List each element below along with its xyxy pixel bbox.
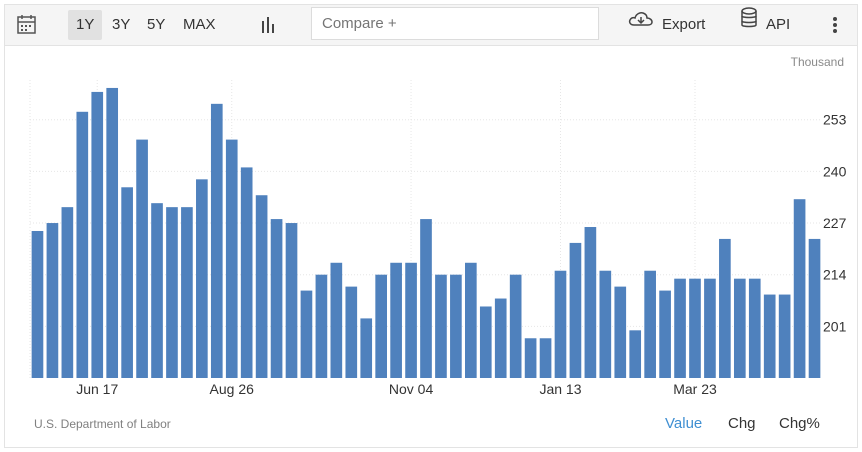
api-button[interactable]: API (740, 5, 790, 45)
range-max-button[interactable]: MAX (183, 16, 216, 33)
bar[interactable] (46, 223, 59, 378)
bar[interactable] (285, 223, 298, 378)
bar[interactable] (61, 207, 74, 378)
bar[interactable] (763, 294, 776, 378)
chart-bars (31, 87, 821, 379)
cloud-download-icon (628, 5, 654, 45)
bar[interactable] (31, 230, 44, 378)
bar[interactable] (420, 219, 432, 378)
x-axis-labels: Jun 17 Aug 26 Nov 04 Jan 13 Mar 23 (76, 381, 717, 397)
bar[interactable] (479, 306, 492, 378)
bar[interactable] (509, 274, 522, 378)
bar[interactable] (778, 294, 791, 378)
bar[interactable] (315, 274, 328, 378)
bar[interactable] (524, 338, 537, 378)
bar[interactable] (539, 338, 552, 378)
bar[interactable] (554, 270, 567, 378)
bar[interactable] (255, 195, 268, 378)
bar[interactable] (704, 278, 716, 378)
source-label: U.S. Department of Labor (34, 417, 171, 431)
bar[interactable] (270, 219, 283, 378)
api-label: API (766, 16, 791, 33)
x-tick-label: Nov 04 (389, 381, 434, 397)
bar[interactable] (136, 139, 148, 378)
range-1y-button[interactable]: 1Y (68, 10, 103, 40)
x-tick-label: Aug 26 (210, 381, 255, 397)
unit-label: Thousand (790, 55, 844, 69)
bar[interactable] (390, 262, 402, 378)
y-tick-label: 227 (823, 215, 847, 231)
bar[interactable] (121, 187, 133, 378)
bar[interactable] (569, 242, 582, 378)
bar[interactable] (345, 286, 358, 378)
bar[interactable] (733, 278, 746, 378)
bar[interactable] (494, 298, 507, 378)
bar[interactable] (719, 238, 731, 378)
bar[interactable] (465, 262, 477, 378)
bar[interactable] (405, 262, 417, 378)
range-3y-button[interactable]: 3Y (112, 16, 131, 33)
y-tick-label: 201 (823, 318, 847, 334)
bar[interactable] (151, 203, 163, 378)
bar[interactable] (375, 274, 387, 378)
x-tick-label: Mar 23 (673, 381, 717, 397)
range-5y-button[interactable]: 5Y (147, 16, 166, 33)
bar[interactable] (584, 227, 597, 378)
bar[interactable] (330, 262, 343, 378)
y-tick-label: 253 (823, 112, 847, 128)
bar[interactable] (793, 199, 806, 378)
tab-chg[interactable]: Chg (728, 415, 756, 432)
tab-value[interactable]: Value (665, 415, 703, 432)
bar[interactable] (748, 278, 761, 378)
y-tick-label: 240 (823, 163, 847, 179)
y-axis-labels: 201 214 227 240 253 (823, 112, 847, 335)
bar[interactable] (196, 179, 208, 378)
more-vertical-icon[interactable] (830, 5, 840, 45)
bar[interactable] (674, 278, 686, 378)
bar[interactable] (435, 274, 447, 378)
bar[interactable] (210, 103, 223, 378)
y-tick-label: 214 (823, 267, 847, 283)
bar[interactable] (450, 274, 462, 378)
export-button[interactable]: Export (628, 5, 705, 45)
chart-frame (4, 4, 858, 448)
export-label: Export (662, 16, 706, 33)
calendar-icon[interactable] (17, 5, 37, 45)
bar[interactable] (599, 270, 612, 378)
bar[interactable] (808, 238, 821, 378)
bar[interactable] (300, 290, 313, 378)
bar[interactable] (240, 167, 253, 378)
bar[interactable] (225, 139, 238, 378)
compare-input[interactable] (311, 7, 599, 40)
bar[interactable] (166, 207, 178, 378)
bar[interactable] (91, 91, 104, 379)
bar[interactable] (689, 278, 701, 378)
bar[interactable] (106, 87, 119, 378)
bar[interactable] (76, 111, 89, 378)
bar[interactable] (181, 207, 193, 378)
bar[interactable] (659, 290, 671, 378)
bar[interactable] (629, 330, 642, 378)
bar[interactable] (644, 270, 656, 378)
bar-chart-icon[interactable] (261, 5, 277, 45)
tab-chg-percent[interactable]: Chg% (779, 415, 820, 432)
bar[interactable] (614, 286, 627, 378)
x-tick-label: Jan 13 (539, 381, 581, 397)
bar[interactable] (360, 318, 373, 378)
x-tick-label: Jun 17 (76, 381, 118, 397)
database-icon (740, 5, 758, 45)
